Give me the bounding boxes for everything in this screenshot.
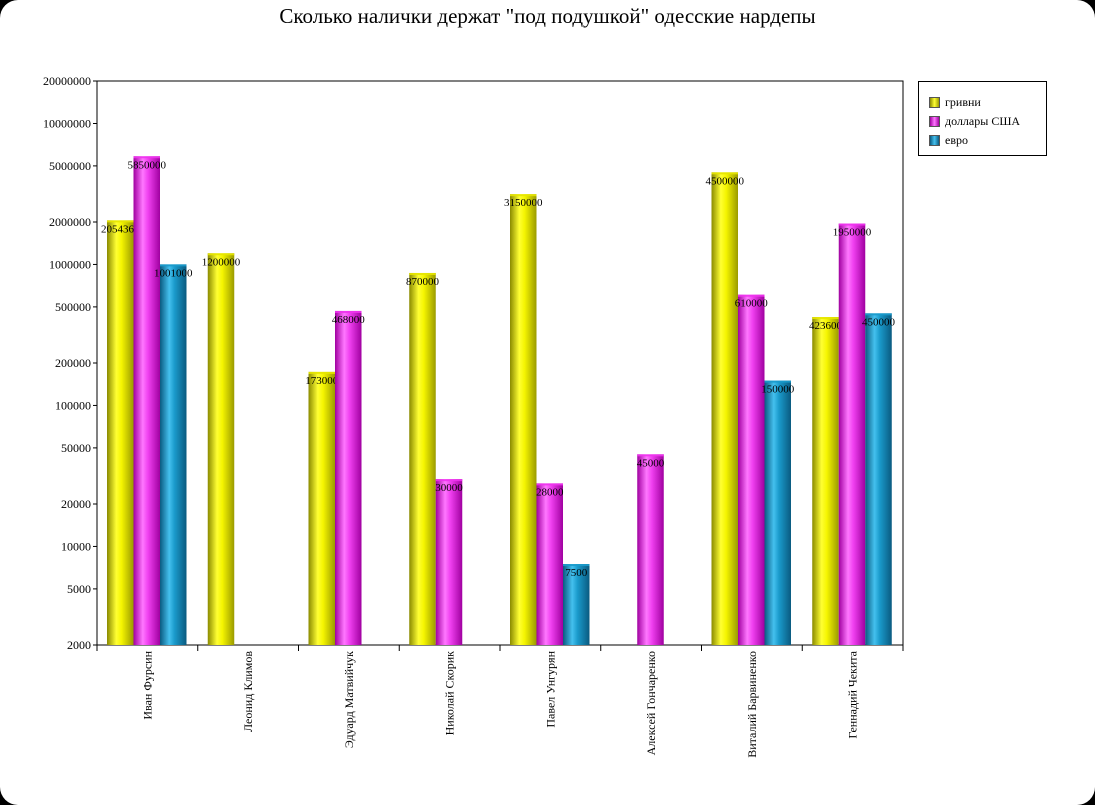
bar-0-3 [409,272,436,645]
data-label: 1950000 [833,227,872,239]
bar-1-4 [536,483,563,645]
bar-1-7 [838,223,866,645]
x-category-label: Геннадий Чекита [846,650,860,738]
bar-cap [738,294,765,297]
bar-cap [160,264,187,267]
data-label: 173000 [305,375,339,387]
legend-label-usd: доллары США [945,113,1021,128]
data-label: 4500000 [706,175,745,187]
bar-0-7 [812,317,839,645]
data-label: 610000 [735,298,769,310]
legend-item-usd: доллары США [929,114,1020,128]
bar-1-0 [133,156,160,645]
bar-1-2 [335,310,362,645]
x-category-label: Виталий Барвиненко [745,651,759,758]
bar-cap [510,194,537,197]
bar-cap [536,483,563,486]
y-tick-label: 10000 [61,539,91,553]
y-tick-label: 5000 [67,582,91,596]
bar-cap [435,479,463,482]
x-category-label: Иван Фурсин [140,650,154,719]
data-label: 1200000 [202,256,241,268]
data-label: 150000 [761,384,795,396]
bar-0-0 [107,220,134,645]
chart-title: Сколько налички держат "под подушкой" од… [279,4,816,28]
legend-label-hryvnia: гривни [945,94,981,109]
plot-area: 2000 5000 10000 20000 50000 100000 200000 50000… [43,74,904,758]
legend-item-hryvnia: гривни [929,95,981,109]
legend-label-euro: евро [945,132,968,147]
data-label: 28000 [536,486,564,498]
y-tick-label: 50000 [61,441,91,455]
bar-cap [711,172,738,175]
x-category-label: Леонид Климов [241,651,255,732]
bar-cap [409,272,436,275]
data-label: 468000 [332,314,366,326]
y-tick-label: 200000 [55,356,91,370]
bar-1-3 [435,479,463,645]
data-label: 870000 [406,276,440,288]
legend-swatch-hryvnia [929,96,940,108]
bar-cap [308,371,335,374]
data-label: 5850000 [128,159,167,171]
y-tick-label: 500000 [55,300,91,314]
data-label: 7500 [565,567,588,579]
bar-cap [563,564,590,567]
y-tick-label: 5000000 [49,159,91,173]
bar-0-6 [711,172,738,645]
bar-2-4 [563,564,590,645]
bar-1-5 [637,454,664,645]
bar-cap [812,317,839,320]
bar-cap [865,313,892,316]
data-label: 3150000 [504,197,543,209]
y-tick-label: 2000000 [49,215,91,229]
y-tick-label: 1000000 [49,257,91,271]
y-tick-label: 10000000 [43,116,91,130]
data-label: 423600 [809,320,843,332]
bar-cap [637,454,664,457]
bar-2-0 [160,264,187,645]
data-label: 2054360 [101,223,140,235]
bar-2-6 [764,380,791,645]
data-label: 1001000 [154,267,193,279]
x-category-label: Эдуард Матвийчук [342,651,356,748]
legend-swatch-euro [929,134,940,146]
bar-0-2 [308,371,335,645]
x-category-label: Павел Унгурян [543,650,557,727]
data-label: 450000 [862,316,896,328]
bar-cap [207,253,235,256]
bar-cap [764,380,791,383]
bar-2-7 [865,313,892,645]
y-tick-label: 2000 [67,638,91,652]
bar-cap [335,310,362,313]
legend: гривни доллары США евро [918,81,1047,156]
x-category-label: Алексей Гончаренко [644,651,658,755]
legend-item-euro: евро [929,133,968,147]
y-tick-label: 20000000 [43,74,91,88]
bar-0-4 [510,194,537,645]
data-label: 45000 [637,457,665,469]
data-label: 30000 [435,482,463,494]
x-category-label: Николай Скорик [443,651,457,736]
bar-cap [133,156,160,159]
legend-swatch-usd [929,115,940,127]
bar-cap [107,220,134,223]
bar-0-1 [207,253,235,645]
y-tick-label: 20000 [61,497,91,511]
y-tick-label: 100000 [55,398,91,412]
bar-1-6 [738,294,765,645]
bar-cap [838,223,866,226]
